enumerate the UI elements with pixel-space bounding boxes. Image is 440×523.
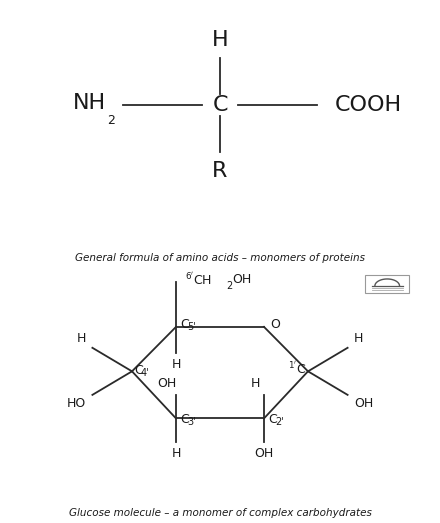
Text: OH: OH bbox=[354, 397, 374, 411]
Text: General formula of amino acids – monomers of proteins: General formula of amino acids – monomer… bbox=[75, 253, 365, 263]
Text: C: C bbox=[134, 363, 143, 377]
Text: C: C bbox=[180, 413, 189, 426]
Text: H: H bbox=[77, 332, 86, 345]
Text: 2: 2 bbox=[227, 281, 233, 291]
Text: COOH: COOH bbox=[334, 95, 402, 116]
Text: H: H bbox=[212, 30, 228, 50]
Text: 4': 4' bbox=[141, 368, 150, 378]
Text: $^{1'}$C: $^{1'}$C bbox=[288, 360, 306, 377]
Text: 2: 2 bbox=[107, 114, 115, 127]
Text: H: H bbox=[250, 377, 260, 390]
Text: Glucose molecule – a monomer of complex carbohydrates: Glucose molecule – a monomer of complex … bbox=[69, 507, 371, 518]
FancyBboxPatch shape bbox=[365, 275, 409, 293]
Text: 5': 5' bbox=[187, 322, 196, 332]
Text: H: H bbox=[354, 332, 363, 345]
Text: OH: OH bbox=[232, 274, 252, 286]
Text: C: C bbox=[212, 95, 228, 116]
Text: $^{6'}$CH: $^{6'}$CH bbox=[185, 271, 212, 288]
Text: C: C bbox=[180, 318, 189, 331]
Text: HO: HO bbox=[66, 397, 86, 411]
Text: C: C bbox=[268, 413, 277, 426]
Text: R: R bbox=[213, 161, 227, 181]
Text: NH: NH bbox=[73, 93, 106, 112]
Text: OH: OH bbox=[254, 447, 274, 460]
Text: H: H bbox=[171, 447, 181, 460]
Text: OH: OH bbox=[158, 377, 177, 390]
Text: 3': 3' bbox=[187, 417, 196, 427]
Text: H: H bbox=[171, 358, 181, 371]
Text: O: O bbox=[271, 318, 280, 331]
Text: 2': 2' bbox=[275, 417, 284, 427]
